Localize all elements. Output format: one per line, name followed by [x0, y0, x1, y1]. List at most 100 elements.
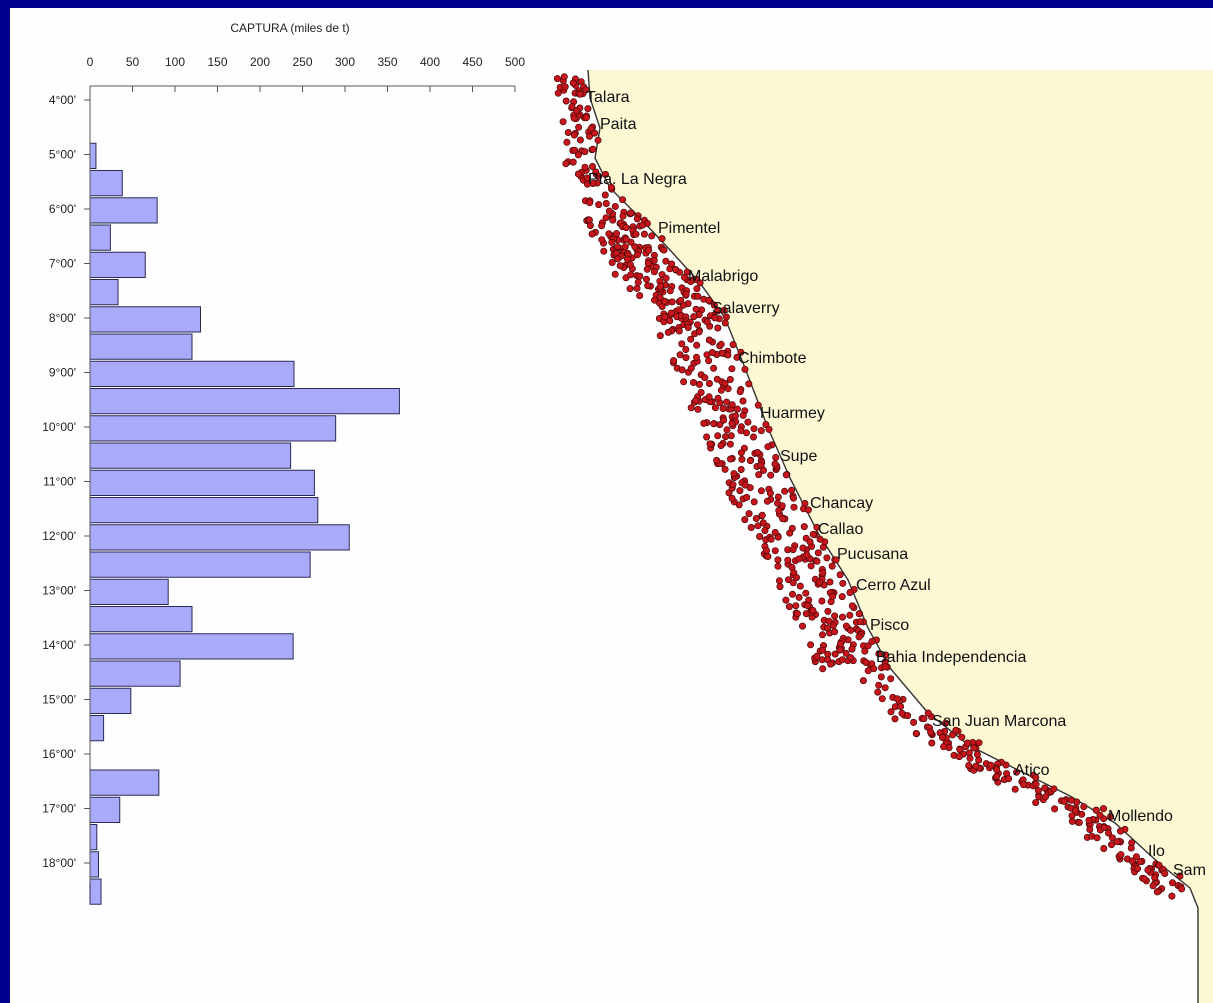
catch-point — [1134, 865, 1142, 873]
catch-point — [722, 433, 730, 441]
catch-point — [644, 282, 652, 290]
catch-point — [605, 230, 613, 238]
catch-point — [601, 191, 609, 199]
catch-point — [741, 481, 749, 489]
catch-point — [689, 378, 697, 386]
catch-point — [600, 247, 608, 255]
city-label: Sam — [1173, 862, 1206, 879]
catch-point — [727, 432, 735, 440]
catch-point — [619, 212, 627, 220]
catch-point — [608, 259, 616, 267]
catch-point — [588, 163, 596, 171]
catch-point — [693, 285, 701, 293]
city-label: San Juan Marcona — [932, 713, 1066, 730]
catch-point — [726, 375, 734, 383]
catch-point — [952, 726, 960, 734]
catch-point — [735, 501, 743, 509]
catch-point — [670, 357, 678, 365]
catch-point — [1034, 787, 1042, 795]
city-label: Ilo — [1148, 843, 1165, 860]
catch-point — [789, 494, 797, 502]
catch-point — [875, 650, 883, 658]
catch-point — [713, 375, 721, 383]
x-tick-label: 300 — [335, 55, 355, 69]
bar — [89, 660, 181, 687]
catch-point — [664, 328, 672, 336]
bar — [89, 388, 400, 415]
catch-point — [581, 163, 589, 171]
catch-point — [838, 613, 846, 621]
catch-point — [796, 582, 804, 590]
catch-point — [920, 715, 928, 723]
catch-point — [868, 637, 876, 645]
catch-point — [819, 665, 827, 673]
catch-point — [1128, 857, 1136, 865]
catch-point — [703, 433, 711, 441]
catch-point — [682, 345, 690, 353]
catch-point — [819, 646, 827, 654]
catch-point — [700, 419, 708, 427]
catch-point — [877, 673, 885, 681]
y-tick-label: 7°00' — [49, 257, 76, 271]
catch-point — [795, 593, 803, 601]
catch-point — [661, 297, 669, 305]
catch-point — [847, 654, 855, 662]
x-tick-label: 250 — [292, 55, 312, 69]
city-label: Atico — [1014, 762, 1050, 779]
catch-point — [767, 535, 775, 543]
catch-point — [623, 255, 631, 263]
city-label: Cerro Azul — [856, 577, 931, 594]
catch-point — [887, 675, 895, 683]
catch-point — [826, 578, 834, 586]
city-label: Chimbote — [738, 350, 807, 367]
catch-point — [897, 702, 905, 710]
catch-point — [675, 327, 683, 335]
bar — [89, 360, 295, 387]
bar — [89, 197, 158, 224]
catch-point — [737, 465, 745, 473]
catch-point — [741, 365, 749, 373]
catch-point — [938, 733, 946, 741]
catch-point — [705, 379, 713, 387]
catch-point — [736, 487, 744, 495]
y-tick-label: 12°00' — [42, 529, 76, 543]
catch-point — [789, 579, 797, 587]
catch-point — [1136, 858, 1144, 866]
catch-point — [576, 90, 584, 98]
catch-point — [842, 622, 850, 630]
catch-point — [666, 287, 674, 295]
catch-point — [695, 380, 703, 388]
catch-point — [602, 200, 610, 208]
catch-point — [779, 515, 787, 523]
catch-point — [765, 425, 773, 433]
catch-point — [759, 519, 767, 527]
x-tick-label: 200 — [250, 55, 270, 69]
city-label: Chancay — [810, 495, 873, 512]
catch-point — [955, 753, 963, 761]
catch-point — [775, 506, 783, 514]
catch-point — [717, 340, 725, 348]
catch-point — [802, 610, 810, 618]
catch-point — [781, 487, 789, 495]
catch-point — [1169, 879, 1177, 887]
catch-point — [809, 606, 817, 614]
catch-point — [710, 420, 718, 428]
catch-point — [771, 547, 779, 555]
catch-point — [729, 481, 737, 489]
catch-point — [667, 309, 675, 317]
catch-point — [792, 602, 800, 610]
catch-point — [733, 353, 741, 361]
catch-point — [589, 145, 597, 153]
catch-point — [838, 593, 846, 601]
catch-point — [621, 243, 629, 251]
catch-point — [595, 172, 603, 180]
catch-point — [764, 552, 772, 560]
catch-point — [792, 573, 800, 581]
catch-point — [701, 374, 709, 382]
catch-point — [924, 709, 932, 717]
catch-point — [675, 306, 683, 314]
y-tick-label: 13°00' — [42, 584, 76, 598]
catch-point — [772, 453, 780, 461]
catch-point — [891, 715, 899, 723]
catch-point — [595, 201, 603, 209]
